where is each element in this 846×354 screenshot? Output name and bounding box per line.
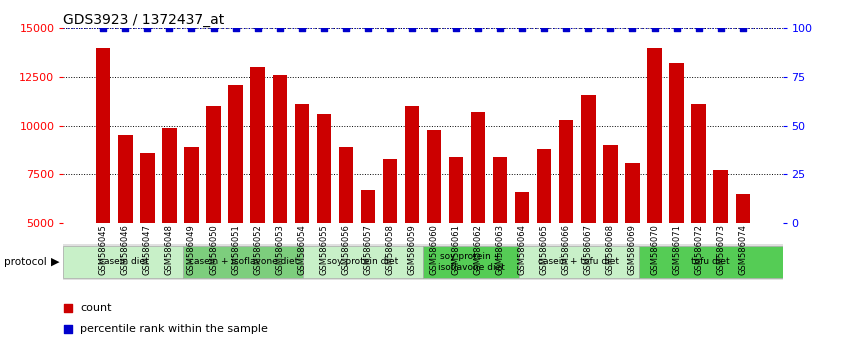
Text: casein diet: casein diet bbox=[99, 257, 148, 267]
Text: soy protein diet: soy protein diet bbox=[327, 257, 398, 267]
Bar bbox=[303, 246, 423, 278]
Point bbox=[317, 25, 331, 31]
Bar bbox=[360, 190, 375, 320]
Bar bbox=[228, 85, 243, 320]
Text: GDS3923 / 1372437_at: GDS3923 / 1372437_at bbox=[63, 13, 225, 27]
Bar bbox=[603, 145, 618, 320]
Text: count: count bbox=[80, 303, 112, 313]
Text: casein + tofu diet: casein + tofu diet bbox=[538, 257, 619, 267]
Point bbox=[273, 25, 287, 31]
Text: casein + isoflavone diet: casein + isoflavone diet bbox=[189, 257, 298, 267]
Bar bbox=[272, 75, 287, 320]
Bar bbox=[735, 194, 750, 320]
Point bbox=[184, 25, 198, 31]
Bar bbox=[581, 95, 596, 320]
Point bbox=[604, 25, 618, 31]
Bar bbox=[250, 67, 265, 320]
Bar bbox=[427, 130, 442, 320]
Point bbox=[306, 219, 320, 225]
Point bbox=[228, 25, 242, 31]
Bar bbox=[118, 136, 133, 320]
Bar bbox=[294, 104, 309, 320]
Bar bbox=[184, 147, 199, 320]
Bar bbox=[647, 48, 662, 320]
Bar bbox=[96, 48, 111, 320]
Bar bbox=[713, 171, 728, 320]
Point bbox=[96, 25, 110, 31]
Point bbox=[692, 25, 706, 31]
Text: percentile rank within the sample: percentile rank within the sample bbox=[80, 324, 268, 334]
Bar bbox=[515, 192, 530, 320]
Bar bbox=[184, 246, 303, 278]
Point bbox=[251, 25, 265, 31]
Point bbox=[736, 25, 750, 31]
Bar bbox=[162, 128, 177, 320]
Bar bbox=[404, 106, 419, 320]
Bar bbox=[691, 104, 706, 320]
Bar bbox=[316, 114, 331, 320]
Bar bbox=[537, 149, 552, 320]
Bar bbox=[559, 120, 574, 320]
Point bbox=[383, 25, 397, 31]
Text: soy protein +
isoflavone diet: soy protein + isoflavone diet bbox=[437, 252, 504, 272]
Point bbox=[162, 25, 176, 31]
Point bbox=[206, 25, 220, 31]
Point bbox=[648, 25, 662, 31]
Bar bbox=[338, 147, 353, 320]
Text: ▶: ▶ bbox=[51, 257, 59, 267]
Point bbox=[537, 25, 551, 31]
Bar bbox=[493, 157, 508, 320]
Point bbox=[118, 25, 132, 31]
Point bbox=[427, 25, 441, 31]
Bar bbox=[206, 106, 221, 320]
Point bbox=[405, 25, 419, 31]
Point bbox=[306, 26, 320, 32]
Text: tofu diet: tofu diet bbox=[691, 257, 730, 267]
Point bbox=[493, 25, 507, 31]
Bar bbox=[471, 112, 486, 320]
Point bbox=[581, 25, 595, 31]
Point bbox=[361, 25, 375, 31]
Bar bbox=[669, 63, 684, 320]
Point bbox=[339, 25, 353, 31]
Point bbox=[670, 25, 684, 31]
Point bbox=[449, 25, 463, 31]
Point bbox=[515, 25, 529, 31]
Bar bbox=[63, 246, 184, 278]
Bar bbox=[625, 163, 640, 320]
Bar bbox=[519, 246, 639, 278]
Bar bbox=[382, 159, 397, 320]
Point bbox=[295, 25, 309, 31]
Point bbox=[471, 25, 485, 31]
Point bbox=[714, 25, 728, 31]
Text: protocol: protocol bbox=[4, 257, 47, 267]
Bar bbox=[449, 157, 464, 320]
Bar bbox=[639, 246, 783, 278]
Point bbox=[140, 25, 154, 31]
Bar bbox=[140, 153, 155, 320]
Point bbox=[559, 25, 573, 31]
Point bbox=[626, 25, 640, 31]
Bar bbox=[423, 246, 519, 278]
